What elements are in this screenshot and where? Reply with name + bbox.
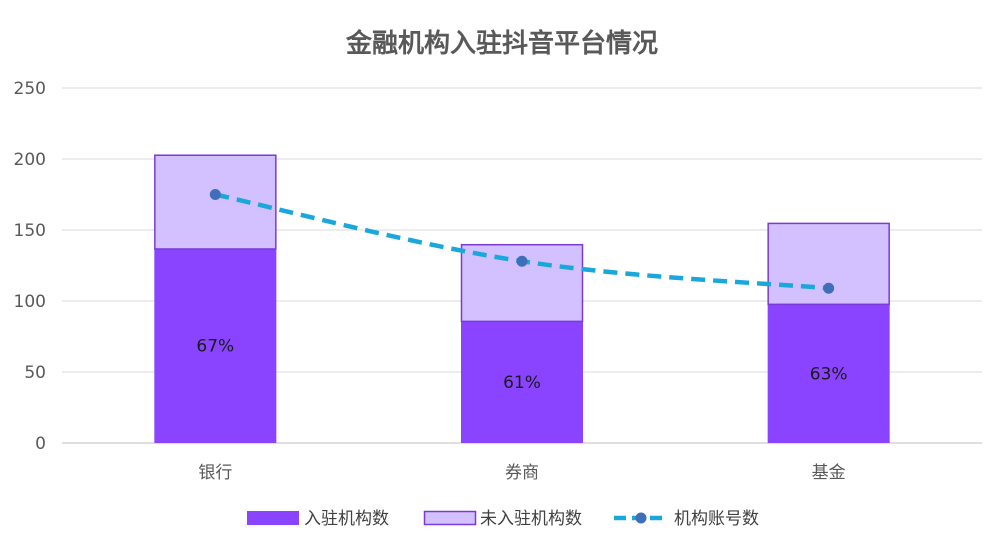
bar-series <box>154 154 890 443</box>
bar-not-entered <box>154 154 277 250</box>
legend-marker-accounts <box>635 512 647 524</box>
line-point <box>209 189 221 200</box>
y-axis-ticks: 0 50 100 150 200 250 <box>14 79 46 454</box>
legend-label-accounts: 机构账号数 <box>674 509 759 529</box>
chart-title: 金融机构入驻抖音平台情况 <box>345 28 658 59</box>
x-category-label: 银行 <box>198 463 232 483</box>
y-tick-label: 150 <box>14 221 46 241</box>
data-labels: 67% 61% 63% <box>196 337 847 393</box>
line-series <box>209 189 835 294</box>
y-tick-label: 250 <box>14 79 46 99</box>
legend-label-not-entered: 未入驻机构数 <box>480 509 582 529</box>
bar-entered <box>767 303 890 443</box>
bar-entered <box>154 248 277 443</box>
legend: 入驻机构数 未入驻机构数 机构账号数 <box>247 509 759 529</box>
line-point <box>823 282 835 294</box>
y-tick-label: 50 <box>24 363 46 383</box>
x-category-label: 券商 <box>505 463 539 483</box>
bar-entered <box>461 320 583 443</box>
percent-label: 67% <box>196 337 234 357</box>
y-tick-label: 200 <box>14 150 46 170</box>
legend-swatch-entered <box>247 511 299 525</box>
x-category-label: 基金 <box>812 463 846 483</box>
line-point <box>516 255 528 267</box>
x-axis-categories: 银行 券商 基金 <box>198 463 845 483</box>
legend-label-entered: 入驻机构数 <box>304 509 389 529</box>
y-tick-label: 0 <box>35 434 46 454</box>
percent-label: 63% <box>810 364 848 384</box>
y-tick-label: 100 <box>14 292 46 312</box>
legend-swatch-not-entered <box>423 510 477 526</box>
percent-label: 61% <box>503 373 541 393</box>
